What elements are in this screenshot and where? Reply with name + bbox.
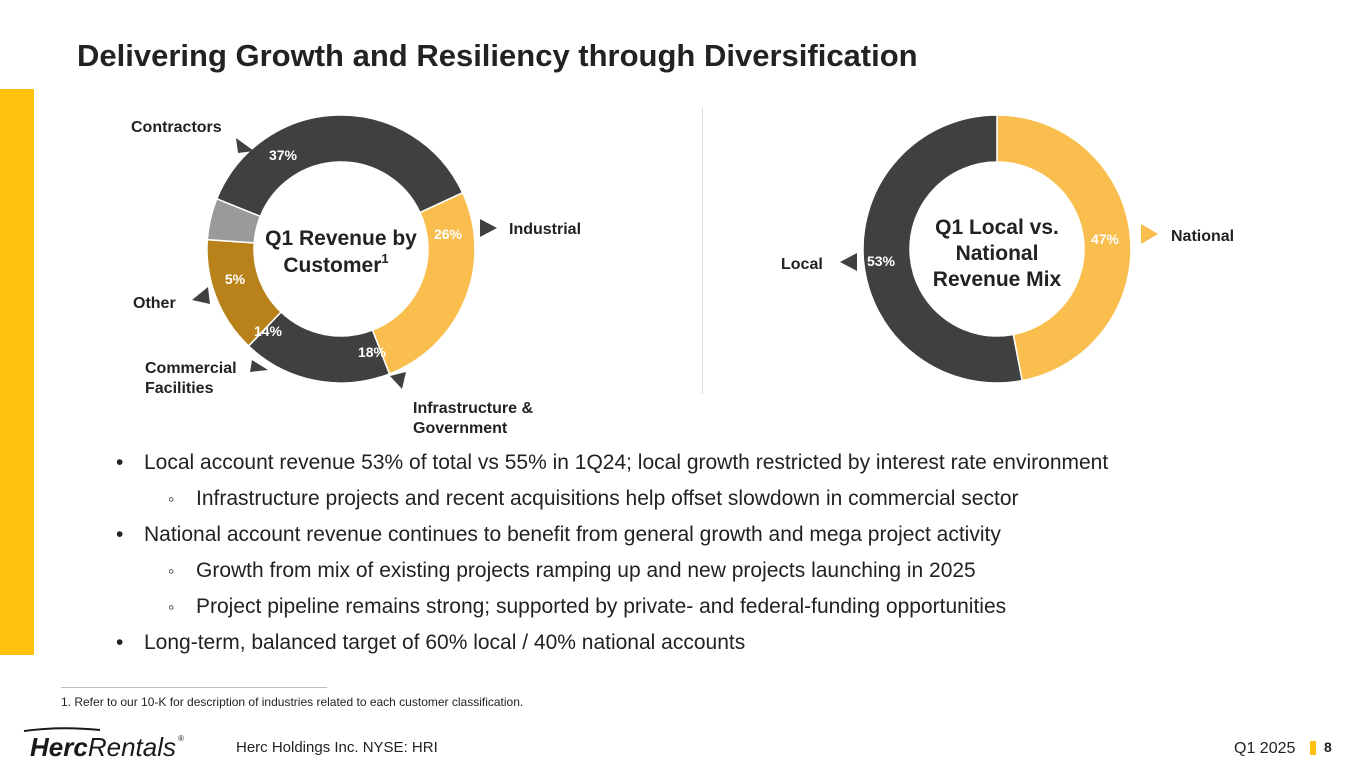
quarter-label: Q1 2025 [1234,740,1296,757]
label-commercial-2: Facilities [145,380,214,397]
sub-bullet-item: Growth from mix of existing projects ram… [116,553,1336,589]
pointer-other [192,287,210,304]
pointer-infrastructure [390,372,406,389]
label-other: Other [133,295,176,312]
sub-bullet-item: Project pipeline remains strong; support… [116,589,1336,625]
label-local: Local [781,256,823,273]
page-title: Delivering Growth and Resiliency through… [77,38,918,73]
center2-line3: Revenue Mix [933,268,1062,291]
center-title-line1: Q1 Revenue by [265,227,417,250]
slice-national [996,114,1132,382]
footnote-divider [61,687,327,688]
center-title-sup: 1 [381,251,388,266]
slice-contractors [215,114,464,218]
svg-text:HercRentals: HercRentals [30,732,176,762]
slice-local [862,114,1023,384]
pointer-local [840,253,857,271]
page-marker [1310,741,1316,755]
logo-rentals: Rentals [88,732,176,762]
slice-other [206,197,262,244]
pct-local: 53% [867,253,896,269]
accent-bar [0,89,34,655]
label-commercial-1: Commercial [145,360,237,377]
bullet-item: Long-term, balanced target of 60% local … [116,625,1336,661]
pct-infrastructure: 18% [358,344,387,360]
footnote: 1. Refer to our 10-K for description of … [61,695,524,709]
bullet-item: Local account revenue 53% of total vs 55… [116,445,1336,481]
center-title-main: Customer [283,254,381,277]
label-infrastructure-1: Infrastructure & [413,400,533,417]
center2-line2: National [956,242,1039,265]
slice-industrial [371,191,476,375]
logo-swoosh [23,727,101,732]
pct-national: 47% [1091,231,1120,247]
logo-registered-mark: ® [178,734,184,743]
label-contractors: Contractors [131,119,222,136]
label-national: National [1171,228,1234,245]
label-infrastructure-2: Government [413,420,508,437]
local-vs-national-donut: 47% 53% Q1 Local vs. National Revenue Mi… [781,114,1234,384]
herc-rentals-logo: HercRentals ® [23,727,184,762]
pointer-industrial [480,219,497,237]
pct-other: 5% [225,271,246,287]
pct-industrial: 26% [434,226,463,242]
revenue-by-customer-donut: 37% 26% 18% 14% 5% Q1 Revenue by Custome… [131,114,581,437]
logo-herc: Herc [30,732,88,762]
company-ticker: Herc Holdings Inc. NYSE: HRI [236,739,438,756]
charts-canvas: 37% 26% 18% 14% 5% Q1 Revenue by Custome… [131,114,1234,437]
label-industrial: Industrial [509,221,581,238]
pointer-contractors [236,138,254,153]
pointer-commercial [250,360,268,372]
pointer-national [1141,224,1158,244]
pct-contractors: 37% [269,147,298,163]
center2-line1: Q1 Local vs. [935,216,1059,239]
bullet-list: Local account revenue 53% of total vs 55… [116,445,1336,661]
pct-commercial: 14% [254,323,283,339]
sub-bullet-item: Infrastructure projects and recent acqui… [116,481,1336,517]
chart-divider [702,108,703,394]
center-title-line2: Customer1 [283,251,388,277]
bullet-item: National account revenue continues to be… [116,517,1336,553]
page-number: 8 [1324,739,1332,755]
